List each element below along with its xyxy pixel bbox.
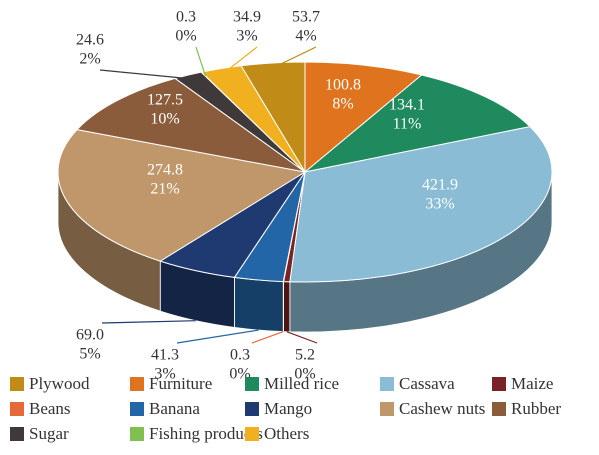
- data-label: 41.3: [151, 347, 179, 364]
- legend-swatch: [492, 377, 506, 391]
- percent-label: 0%: [294, 366, 315, 383]
- percent-label: 33%: [425, 196, 454, 213]
- slice: [200, 65, 306, 173]
- percent-label: 3%: [154, 366, 175, 383]
- percent-label: 11%: [393, 116, 422, 133]
- slice-side: [234, 276, 284, 332]
- legend-label: Cashew nuts: [399, 399, 485, 418]
- legend-label: Maize: [511, 374, 553, 393]
- leader-line: [99, 69, 193, 80]
- percent-label: 10%: [150, 111, 179, 128]
- data-label: 421.9: [422, 177, 458, 194]
- slice: [289, 126, 553, 283]
- percent-label: 21%: [150, 181, 179, 198]
- legend-label: Cassava: [399, 374, 455, 393]
- leader-line: [195, 46, 207, 77]
- data-label: 100.8: [325, 77, 361, 94]
- legend-swatch: [10, 402, 24, 416]
- legend-swatch: [380, 377, 394, 391]
- legend-label: Mango: [264, 399, 312, 418]
- legend-swatch: [245, 402, 259, 416]
- data-label: 69.0: [76, 327, 104, 344]
- legend-label: Beans: [29, 399, 71, 418]
- data-label: 0.3: [176, 9, 196, 26]
- data-label: 34.9: [233, 9, 261, 26]
- legend-swatch: [492, 402, 506, 416]
- percent-label: 8%: [332, 96, 353, 113]
- slice: [76, 77, 306, 173]
- legend-swatch: [130, 427, 144, 441]
- data-label: 5.2: [295, 347, 315, 364]
- legend-label: Milled rice: [264, 374, 339, 393]
- slice-side: [283, 281, 291, 333]
- legend-swatch: [380, 402, 394, 416]
- leader-line: [223, 46, 258, 74]
- slice: [304, 74, 532, 173]
- legend-label: Rubber: [511, 399, 561, 418]
- data-label: 24.6: [76, 32, 104, 49]
- percent-label: 2%: [79, 51, 100, 68]
- percent-label: 5%: [79, 346, 100, 363]
- data-label: 274.8: [147, 162, 183, 179]
- data-label: 127.5: [147, 92, 183, 109]
- data-label: 0.3: [230, 347, 250, 364]
- slice: [57, 129, 307, 262]
- percent-label: 3%: [236, 28, 257, 45]
- legend-label: Fishing products: [149, 424, 263, 443]
- legend-swatch: [130, 377, 144, 391]
- leader-line: [176, 329, 259, 344]
- leader-line: [101, 320, 196, 324]
- slice: [304, 61, 423, 174]
- data-label: 134.1: [389, 97, 425, 114]
- leader-line: [273, 46, 317, 68]
- legend-label: Furniture: [149, 374, 212, 393]
- legend-swatch: [10, 377, 24, 391]
- percent-label: 0%: [175, 28, 196, 45]
- legend-swatch: [245, 377, 259, 391]
- legend-swatch: [245, 427, 259, 441]
- leader-line: [251, 331, 284, 344]
- leader-line: [286, 331, 318, 344]
- legend-label: Sugar: [29, 424, 69, 443]
- percent-label: 4%: [295, 28, 316, 45]
- legend-swatch: [10, 427, 24, 441]
- legend-swatch: [130, 402, 144, 416]
- legend-label: Others: [264, 424, 309, 443]
- legend-label: Plywood: [29, 374, 90, 393]
- data-label: 53.7: [292, 9, 320, 26]
- legend-label: Banana: [149, 399, 200, 418]
